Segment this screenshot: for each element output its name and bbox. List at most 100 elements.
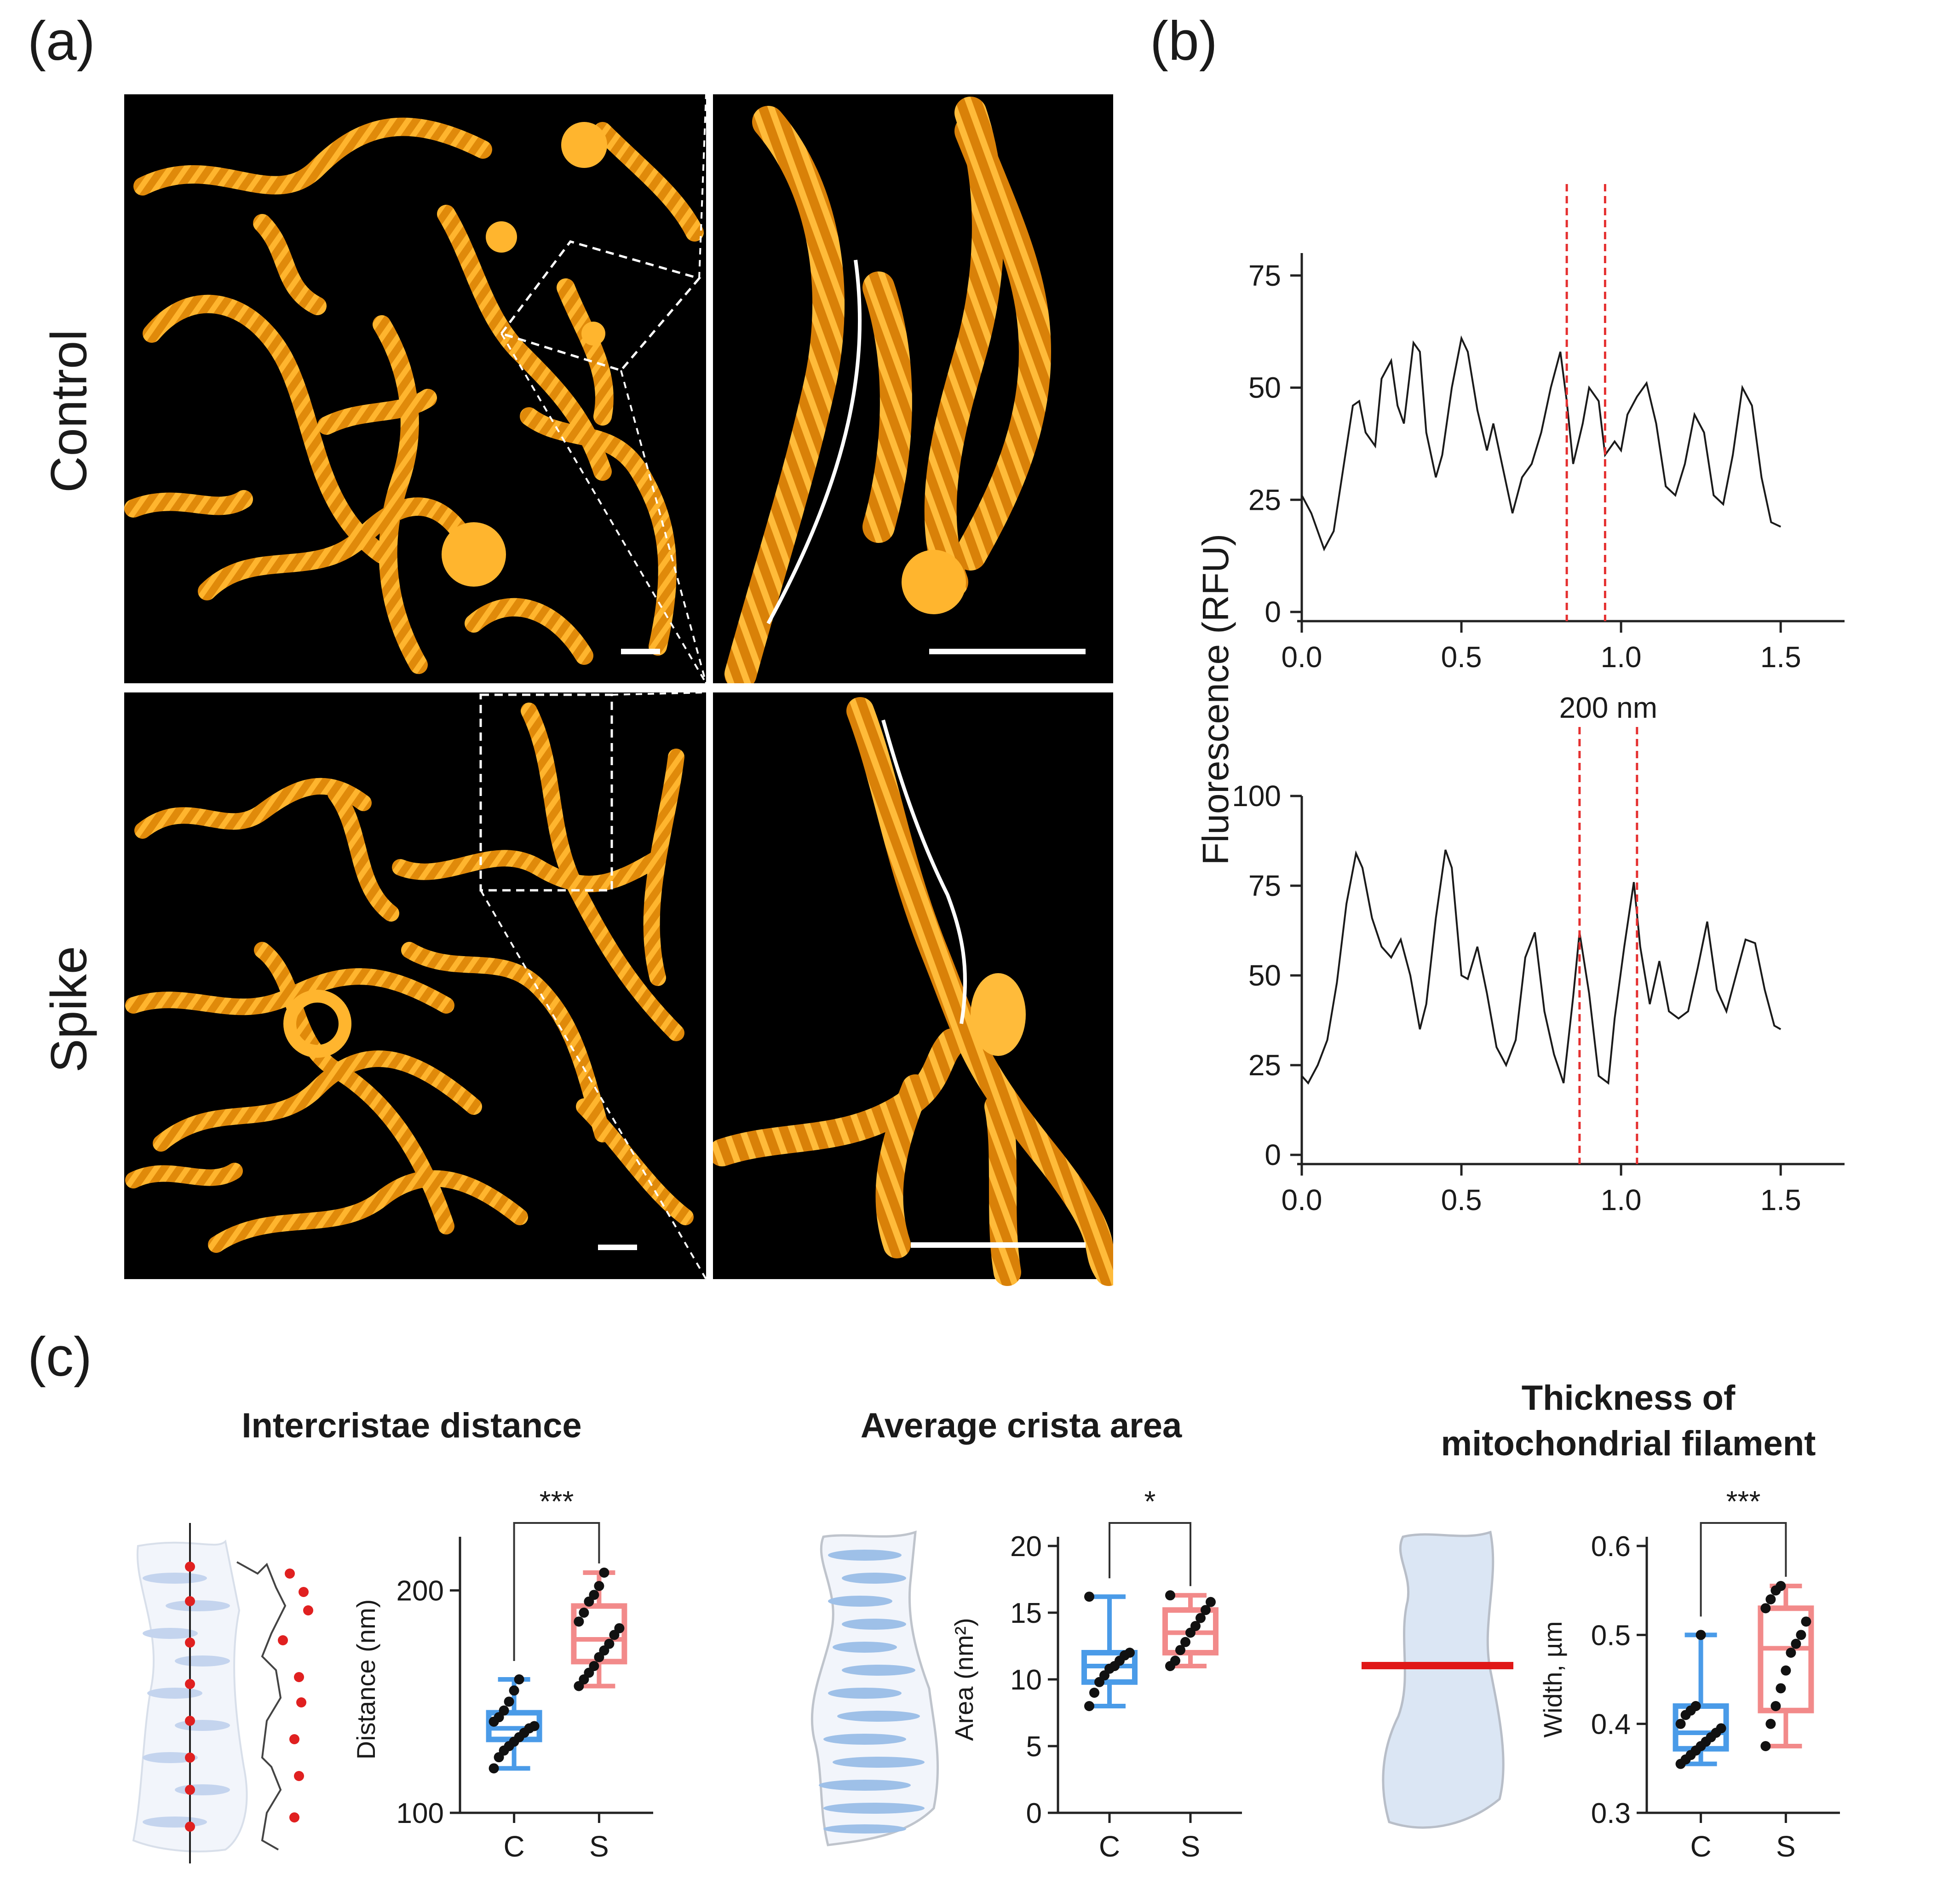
profile-charts: Fluorescence (RFU) 02550750.00.51.01.511… — [1195, 184, 1845, 1217]
y-tick-label: 25 — [1248, 483, 1281, 516]
row-label-control: Control — [40, 329, 98, 493]
chart-title-intercristae: Intercristae distance — [241, 1406, 582, 1445]
data-point — [1760, 1603, 1771, 1614]
significance-bracket — [1700, 1522, 1787, 1617]
chart-title-thickness: Thickness of mitochondrial filament — [1329, 1376, 1927, 1467]
y-tick-label: 25 — [1248, 1049, 1281, 1082]
data-point — [1196, 1613, 1206, 1623]
data-point — [614, 1623, 625, 1633]
scale-bar — [911, 1242, 1086, 1248]
data-point — [594, 1581, 604, 1591]
data-point — [509, 1685, 519, 1696]
y-tick-label: 0 — [1265, 595, 1281, 629]
x-tick-label: 0.5 — [1441, 640, 1482, 674]
data-point — [599, 1568, 609, 1578]
significance-bracket — [513, 1522, 600, 1661]
x-tick-label: 0.0 — [1282, 1183, 1322, 1217]
data-point — [589, 1661, 599, 1671]
data-point — [1206, 1597, 1216, 1607]
data-point — [1791, 1638, 1801, 1649]
data-point — [1696, 1630, 1706, 1640]
title-line: mitochondrial filament — [1441, 1424, 1816, 1463]
y-tick-label: 20 — [1010, 1531, 1042, 1563]
data-point — [579, 1608, 589, 1618]
data-point — [604, 1638, 615, 1649]
boxplot-intercristae: 100 200 C S Distance (nm) *** — [351, 1491, 653, 1863]
crista-area-schematic — [810, 1530, 939, 1846]
data-point — [1760, 1741, 1771, 1751]
scale-bar — [598, 1245, 637, 1250]
width-measure-line — [1362, 1662, 1513, 1669]
x-tick-label: C — [1099, 1830, 1120, 1863]
spike-zoom-image — [708, 692, 1113, 1286]
panel-label-a: (a) — [28, 10, 95, 72]
profile-ylabel: Fluorescence (RFU) — [1195, 534, 1236, 865]
title-line: Thickness of — [1521, 1378, 1736, 1418]
data-point — [1781, 1665, 1791, 1676]
data-point — [1675, 1719, 1686, 1729]
y-tick-label: 0.5 — [1591, 1620, 1631, 1651]
data-point — [1180, 1637, 1190, 1647]
data-point — [1690, 1701, 1701, 1711]
y-tick-label: 15 — [1010, 1597, 1042, 1629]
y-tick-label: 75 — [1248, 869, 1281, 902]
microscopy-panel — [124, 94, 1113, 1291]
data-point — [1776, 1581, 1786, 1591]
data-point — [1765, 1594, 1776, 1604]
x-tick-label: 1.0 — [1601, 1183, 1642, 1217]
thickness-schematic — [1362, 1530, 1513, 1829]
data-point — [1770, 1701, 1781, 1711]
scale-bar — [621, 649, 660, 654]
y-tick-label: 0 — [1026, 1798, 1042, 1829]
y-tick-label: 0.3 — [1591, 1798, 1631, 1829]
y-tick-label: 0 — [1265, 1138, 1281, 1171]
data-point — [499, 1705, 509, 1716]
data-point — [1170, 1655, 1180, 1666]
y-tick-label: 50 — [1248, 371, 1281, 404]
x-tick-label: C — [503, 1830, 524, 1863]
profile-chart-spike: 0 25 50 75 100 0.0 0.5 1.0 1.5 200 nm — [1232, 691, 1845, 1217]
significance-marker: * — [1144, 1491, 1156, 1518]
x-tick-label: 1.0 — [1601, 640, 1642, 674]
data-point — [1125, 1648, 1135, 1658]
x-tick-label: 0.0 — [1282, 640, 1322, 674]
data-point — [1165, 1590, 1175, 1601]
scale-bar — [929, 649, 1086, 654]
x-tick-label: S — [1181, 1830, 1201, 1863]
spike-overview-image — [124, 692, 707, 1280]
boxplot-thickness: 0.3 0.4 0.5 0.6 C S Width, µm *** — [1538, 1491, 1840, 1863]
y-tick-label: 0.4 — [1591, 1709, 1631, 1741]
y-tick-label: 200 — [397, 1575, 444, 1607]
y-tick-label: 100 — [397, 1798, 444, 1829]
significance-marker: *** — [540, 1491, 574, 1518]
data-point — [489, 1763, 499, 1774]
y-tick-label: 0.6 — [1591, 1531, 1631, 1563]
data-point — [1716, 1723, 1726, 1734]
row-label-spike: Spike — [40, 946, 98, 1073]
data-point — [1765, 1719, 1776, 1729]
data-point — [1089, 1688, 1099, 1698]
data-point — [1084, 1592, 1094, 1602]
data-point — [1084, 1701, 1094, 1711]
panel-label-b: (b) — [1150, 10, 1218, 72]
y-axis-label: Area (nm²) — [949, 1618, 978, 1741]
data-point — [1786, 1648, 1796, 1658]
data-point — [574, 1616, 584, 1627]
data-point — [514, 1674, 524, 1684]
intercristae-schematic — [132, 1523, 313, 1863]
chart-title-crista-area: Average crista area — [860, 1406, 1182, 1445]
box — [1758, 1605, 1814, 1713]
profile-series-line — [1301, 849, 1782, 1085]
distance-annotation: 200 nm — [1559, 691, 1657, 724]
y-tick-label: 75 — [1248, 259, 1281, 292]
y-tick-label: 5 — [1026, 1731, 1042, 1763]
data-point — [1801, 1616, 1811, 1627]
control-overview-image — [124, 94, 707, 684]
data-point — [1776, 1683, 1786, 1694]
significance-marker: *** — [1726, 1491, 1761, 1518]
control-zoom-image — [713, 94, 1113, 690]
x-tick-label: 1.5 — [1760, 640, 1801, 674]
data-point — [1796, 1630, 1806, 1640]
y-axis-label: Distance (nm) — [351, 1599, 380, 1760]
